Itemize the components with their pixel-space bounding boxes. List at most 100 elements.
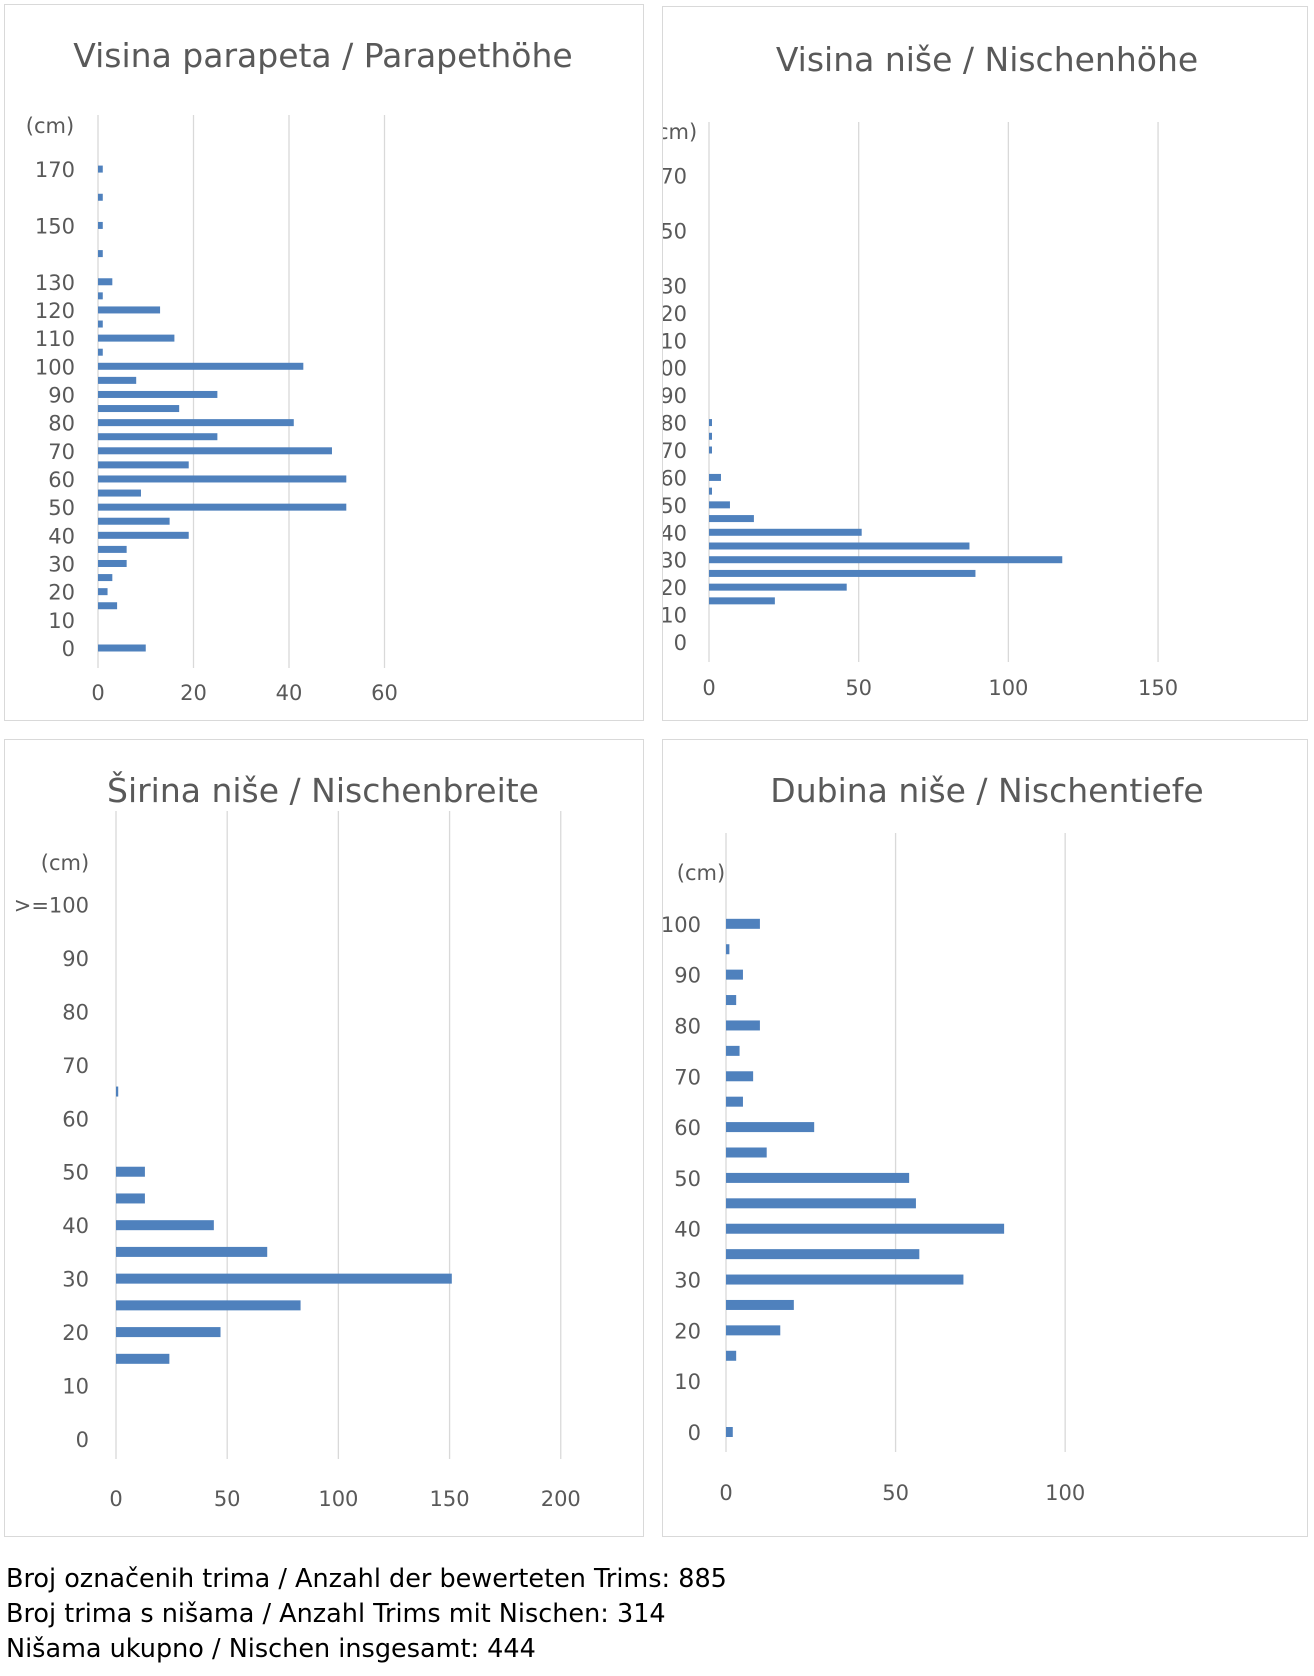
- data-bar: [116, 1193, 145, 1204]
- chart-parapet-height: Visina parapeta / Parapethöhe 0 20 40 60 (cm)…: [26, 36, 573, 705]
- y-tick-label: 90: [48, 383, 75, 407]
- y-tick-label: >=100: [14, 893, 89, 917]
- chart-title: Širina niše / Nischenbreite: [107, 770, 539, 810]
- x-tick-label: 100: [988, 676, 1028, 700]
- data-bar: [116, 1086, 119, 1097]
- y-tick-label: 60: [62, 1107, 89, 1131]
- data-bar: [98, 193, 103, 201]
- data-bar: [726, 995, 737, 1006]
- y-tick-label: 50: [62, 1161, 89, 1185]
- data-bar: [98, 447, 332, 455]
- data-bar: [98, 278, 113, 286]
- y-tick-label: 40: [62, 1214, 89, 1238]
- y-tick-label: 110: [35, 327, 75, 351]
- y-tick-label: 70: [62, 1054, 89, 1078]
- y-tick-label: 150: [663, 220, 687, 244]
- y-tick-label: 30: [48, 552, 75, 576]
- footer-trims-with-niches: Broj trima s nišama / Anzahl Trims mit N…: [6, 1599, 666, 1629]
- chart-title: Dubina niše / Nischentiefe: [770, 771, 1203, 810]
- data-bar: [98, 405, 180, 413]
- y-tick-label: 110: [663, 329, 687, 353]
- data-bar: [98, 588, 108, 596]
- y-tick-label: 10: [663, 604, 687, 628]
- data-bar: [98, 545, 127, 553]
- data-bar: [98, 320, 103, 328]
- y-tick-label: 150: [35, 214, 75, 238]
- chart-panel-niche-height: Visina niše / Nischenhöhe 0 50 100 150 (cm) 0 1…: [662, 6, 1308, 721]
- data-bar: [98, 306, 161, 314]
- y-unit-label: (cm): [677, 861, 725, 885]
- chart-panel-niche-width: Širina niše / Nischenbreite 0 50 100 150 200(…: [4, 739, 644, 1537]
- data-bar: [726, 1249, 920, 1260]
- footer-evaluated-trims: Broj označenih trima / Anzahl der bewert…: [6, 1564, 727, 1594]
- data-bar: [709, 556, 1063, 564]
- y-tick-label: 20: [62, 1321, 89, 1345]
- data-bar: [98, 362, 304, 370]
- y-tick-label: 20: [663, 576, 687, 600]
- data-bar: [709, 569, 976, 577]
- y-tick-label: 90: [674, 964, 701, 988]
- data-bar: [709, 583, 847, 591]
- data-bar: [98, 644, 146, 652]
- data-bar: [98, 292, 103, 300]
- y-tick-label: 80: [48, 412, 75, 436]
- data-bar: [709, 446, 712, 454]
- y-tick-label: 120: [663, 302, 687, 326]
- data-bar: [726, 1198, 916, 1209]
- y-tick-label: 10: [674, 1370, 701, 1394]
- data-bar: [726, 1096, 743, 1107]
- data-bar: [726, 1223, 1005, 1234]
- chart-title: Visina niše / Nischenhöhe: [776, 40, 1198, 79]
- data-bar: [726, 1350, 737, 1361]
- x-tick-label: 50: [214, 1487, 241, 1511]
- data-bar: [98, 334, 175, 342]
- data-bar: [98, 433, 218, 441]
- y-tick-label: 90: [663, 384, 687, 408]
- y-tick-label: 50: [48, 496, 75, 520]
- data-bar: [98, 517, 170, 525]
- data-bar: [98, 461, 189, 469]
- data-bar: [116, 1327, 221, 1338]
- footer-total-niches: Nišama ukupno / Nischen insgesamt: 444: [6, 1634, 536, 1664]
- x-tick-label: 60: [371, 681, 398, 705]
- y-tick-label: 10: [62, 1375, 89, 1399]
- x-tick-label: 150: [1138, 676, 1178, 700]
- y-tick-label: 40: [663, 521, 687, 545]
- data-bar: [726, 1172, 910, 1183]
- y-tick-label: 100: [35, 355, 75, 379]
- x-tick-label: 0: [702, 676, 715, 700]
- data-bar: [709, 432, 712, 440]
- data-bar: [709, 501, 730, 509]
- x-tick-label: 200: [541, 1487, 581, 1511]
- y-tick-label: 30: [62, 1268, 89, 1292]
- data-bar: [116, 1166, 145, 1177]
- data-bar: [726, 969, 743, 980]
- data-bar: [709, 515, 754, 523]
- y-tick-label: 30: [663, 549, 687, 573]
- y-tick-label: 0: [688, 1421, 701, 1445]
- chart-panel-parapet-height: Visina parapeta / Parapethöhe 0 20 40 60 (cm)…: [4, 4, 644, 721]
- data-bar: [709, 597, 775, 605]
- y-tick-label: 0: [76, 1428, 89, 1452]
- data-bar: [98, 475, 347, 483]
- data-bar: [726, 1147, 767, 1158]
- data-bar: [116, 1353, 170, 1364]
- data-bar: [98, 221, 103, 229]
- y-tick-label: 170: [663, 165, 687, 189]
- y-tick-label: 100: [663, 357, 687, 381]
- y-tick-label: >=100: [663, 913, 701, 937]
- data-bar: [726, 1427, 733, 1437]
- data-bar: [98, 250, 103, 258]
- y-tick-label: 40: [674, 1218, 701, 1242]
- chart-title: Visina parapeta / Parapethöhe: [73, 36, 572, 75]
- data-bar: [116, 1273, 452, 1284]
- data-bar: [726, 1020, 760, 1031]
- x-tick-label: 0: [109, 1487, 122, 1511]
- data-bar: [98, 390, 218, 398]
- y-tick-label: 70: [663, 439, 687, 463]
- y-tick-label: 80: [663, 412, 687, 436]
- y-tick-label: 0: [674, 631, 687, 655]
- y-tick-label: 90: [62, 947, 89, 971]
- data-bar: [709, 487, 712, 495]
- chart-niche-height: Visina niše / Nischenhöhe 0 50 100 150 (cm) 0 1…: [663, 40, 1198, 700]
